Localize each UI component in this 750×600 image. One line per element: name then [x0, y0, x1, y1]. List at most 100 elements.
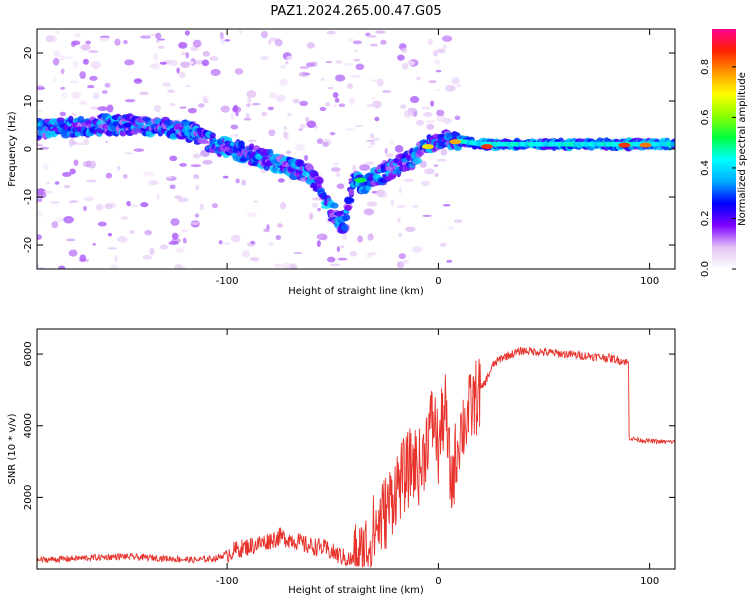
heatmap-speckle: [134, 79, 142, 82]
heatmap-speckle: [435, 69, 442, 73]
heatmap-speckle: [104, 203, 113, 210]
heatmap-speckle: [149, 64, 158, 69]
heatmap-speckle: [420, 106, 431, 110]
heatmap-speckle: [246, 103, 251, 107]
heatmap-speckle: [109, 264, 119, 269]
heatmap-speckle: [432, 50, 439, 57]
heatmap-peak: [354, 177, 367, 183]
heatmap-speckle: [168, 241, 179, 245]
heatmap-speckle: [89, 106, 100, 111]
heatmap-speckle: [385, 153, 395, 156]
heatmap-speckle: [202, 51, 210, 57]
heatmap-speckle: [428, 80, 437, 84]
heatmap-speckle: [176, 67, 180, 74]
heatmap-speckle: [308, 212, 314, 221]
heatmap-speckle: [162, 82, 172, 88]
heatmap-speckle: [368, 252, 377, 256]
heatmap-speckle: [140, 35, 151, 39]
heatmap-speckle: [446, 259, 453, 263]
heatmap-speckle: [219, 31, 224, 40]
heatmap-speckle: [209, 56, 219, 61]
heatmap-peak: [618, 142, 631, 148]
heatmap-speckle: [250, 240, 256, 245]
heatmap-speckle: [249, 257, 260, 261]
heatmap-cell: [412, 157, 422, 165]
snr-series-line: [37, 346, 675, 568]
colorbar-tick-label: 0.8: [700, 59, 711, 75]
heatmap-speckle: [69, 140, 73, 148]
heatmap-speckle: [372, 137, 380, 141]
heatmap-speckle: [285, 60, 289, 65]
heatmap-speckle: [156, 193, 160, 201]
heatmap-speckle: [354, 49, 358, 52]
snr-y-axis-label: SNR (10 * v/v): [7, 413, 18, 484]
heatmap-speckle: [46, 181, 50, 185]
heatmap-speckle: [259, 55, 269, 61]
heatmap-speckle: [292, 98, 300, 104]
heatmap-speckle: [92, 92, 100, 100]
heatmap-speckle: [325, 102, 331, 107]
heatmap-speckle: [129, 229, 135, 235]
heatmap-speckle: [371, 96, 375, 100]
heatmap-speckle: [316, 240, 321, 248]
heatmap-speckle: [69, 80, 79, 84]
heatmap-speckle: [285, 150, 292, 155]
heatmap-cell: [301, 171, 310, 177]
heatmap-speckle: [365, 139, 376, 142]
heatmap-peak: [639, 142, 652, 148]
heatmap-cell: [340, 224, 349, 232]
heatmap-speckle: [294, 143, 306, 152]
heatmap-speckle: [370, 43, 378, 47]
heatmap-speckle: [179, 162, 187, 167]
heatmap-speckle: [436, 109, 445, 117]
heatmap-speckle: [425, 119, 436, 124]
heatmap-speckle: [199, 203, 204, 211]
heatmap-speckle: [88, 50, 99, 54]
heatmap-speckle: [440, 148, 448, 156]
heatmap-speckle: [299, 123, 307, 129]
heatmap-speckle: [394, 144, 404, 153]
x-tick-label: -100: [216, 576, 239, 587]
heatmap-speckle: [411, 245, 423, 253]
heatmap-speckle: [396, 204, 406, 209]
heatmap-speckle: [153, 52, 158, 61]
heatmap-speckle: [290, 265, 296, 269]
heatmap-speckle: [83, 196, 94, 202]
heatmap-speckle: [87, 84, 95, 89]
heatmap-speckle: [412, 204, 420, 208]
heatmap-speckle: [443, 117, 452, 125]
heatmap-speckle: [363, 208, 375, 216]
heatmap-speckle: [330, 263, 341, 267]
heatmap-speckle: [305, 116, 310, 123]
heatmap-speckle: [384, 147, 388, 154]
heatmap-speckle: [169, 59, 178, 67]
heatmap-speckle: [159, 244, 169, 250]
heatmap-speckle: [64, 56, 74, 59]
colorbar-ticks: 0.0 0.2 0.4 0.6 0.8: [700, 59, 736, 277]
heatmap-speckle: [192, 39, 202, 48]
heatmap-speckle: [230, 124, 239, 130]
y-tick-label: -10: [23, 189, 34, 205]
heatmap-speckle: [397, 217, 401, 223]
heatmap-speckle: [347, 83, 354, 89]
heatmap-speckle: [169, 155, 178, 162]
heatmap-speckle: [71, 112, 78, 117]
heatmap-speckle: [37, 263, 40, 269]
heatmap-speckle: [54, 181, 60, 185]
spectrogram-y-axis-label: Frequency (Hz): [7, 111, 18, 187]
heatmap-speckle: [322, 141, 329, 147]
heatmap-speckle: [336, 183, 345, 189]
heatmap-speckle: [353, 58, 361, 62]
heatmap-speckle: [298, 128, 303, 131]
heatmap-speckle: [182, 237, 187, 244]
heatmap-speckle: [179, 106, 187, 109]
heatmap-speckle: [302, 72, 311, 76]
heatmap-speckle: [344, 62, 353, 67]
heatmap-speckle: [286, 55, 294, 61]
heatmap-speckle: [89, 75, 98, 81]
heatmap-speckle: [436, 158, 447, 162]
x-tick-label: 100: [640, 276, 659, 287]
heatmap-speckle: [433, 164, 439, 168]
heatmap-speckle: [287, 113, 292, 117]
heatmap-speckle: [283, 131, 287, 139]
